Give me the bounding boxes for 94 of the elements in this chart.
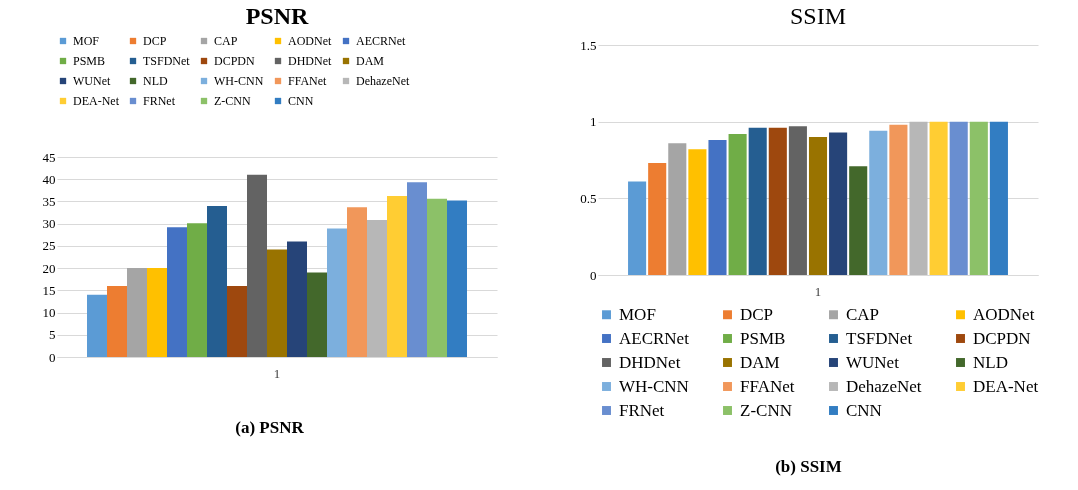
bar — [387, 196, 407, 357]
bar — [929, 121, 948, 275]
bar — [147, 268, 167, 357]
bar — [127, 268, 147, 357]
bar — [187, 223, 207, 357]
bar — [908, 121, 928, 275]
legend-label: FRNet — [143, 94, 176, 108]
chart-title: SSIM — [789, 3, 846, 29]
text: (a) PSNR — [235, 418, 304, 438]
bar — [949, 121, 968, 275]
legend-label: AECRNet — [618, 328, 689, 348]
y-tick-label: 20 — [42, 260, 56, 276]
y-tick-label: 40 — [42, 171, 56, 187]
y-tick-label: 5 — [49, 327, 56, 343]
legend-label: DAM — [356, 54, 385, 68]
legend-label: FFANet — [739, 376, 795, 396]
y-tick-label: 1.5 — [579, 37, 596, 53]
bar — [788, 126, 807, 275]
legend-label: CNN — [288, 94, 314, 108]
bar — [227, 285, 247, 357]
bar — [267, 249, 287, 357]
legend-label: MOF — [73, 34, 100, 48]
legend-label: FRNet — [618, 400, 665, 420]
bar — [868, 130, 887, 275]
bar — [828, 132, 847, 275]
chart-title: PSNR — [245, 3, 309, 29]
y-tick-label: 15 — [42, 282, 56, 298]
bar — [969, 121, 988, 275]
legend-label: WUNet — [845, 352, 899, 372]
legend-label: PSMB — [73, 54, 106, 68]
y-tick-label: 25 — [42, 238, 56, 254]
legend-label: NLD — [972, 352, 1008, 372]
legend-label: AODNet — [972, 304, 1035, 324]
text: (b) SSIM — [775, 457, 842, 477]
legend-label: CNN — [845, 400, 882, 420]
bar — [447, 200, 467, 357]
y-tick-label: 10 — [42, 305, 56, 321]
legend-label: DHDNet — [618, 352, 681, 372]
legend-label: DehazeNet — [356, 74, 410, 88]
legend-label: DehazeNet — [845, 376, 922, 396]
legend-label: DCP — [143, 34, 167, 48]
legend-label: TSFDNet — [143, 54, 191, 68]
bar — [307, 272, 327, 357]
bar — [407, 182, 427, 357]
bar — [989, 121, 1008, 275]
bar — [728, 133, 747, 275]
legend-label: CAP — [214, 34, 238, 48]
y-tick-label: 30 — [42, 216, 56, 232]
bar — [748, 127, 767, 275]
bar — [707, 140, 727, 275]
bar — [207, 205, 227, 357]
y-tick-label: 1 — [589, 114, 596, 130]
y-tick-label: 35 — [42, 193, 56, 209]
legend-label: DCPDN — [214, 54, 256, 68]
bar — [848, 166, 867, 275]
bar — [808, 137, 827, 275]
legend-label: CAP — [845, 304, 879, 324]
legend-label: PSMB — [739, 328, 785, 348]
legend-label: FFANet — [288, 74, 328, 88]
bar — [427, 198, 447, 357]
bar — [667, 143, 686, 275]
bar — [627, 181, 646, 275]
legend-label: Z-CNN — [739, 400, 792, 420]
bar — [888, 124, 907, 275]
y-tick-label: 0 — [589, 267, 596, 283]
legend-label: Z-CNN — [214, 94, 251, 108]
legend-label: MOF — [618, 304, 656, 324]
legend-label: NLD — [143, 74, 168, 88]
legend-label: DHDNet — [288, 54, 332, 68]
legend-label: AECRNet — [356, 34, 406, 48]
bar — [167, 227, 187, 357]
legend-label: DEA-Net — [73, 94, 120, 108]
bar — [87, 294, 107, 357]
legend-label: DAM — [739, 352, 780, 372]
bar — [647, 163, 666, 275]
legend-label: TSFDNet — [845, 328, 912, 348]
bar — [367, 220, 387, 357]
bar — [327, 228, 347, 357]
y-tick-label: 0 — [49, 349, 56, 365]
bar — [247, 174, 267, 357]
bar — [347, 207, 367, 357]
bar — [768, 127, 787, 275]
legend-label: WH-CNN — [618, 376, 689, 396]
legend-label: DCP — [739, 304, 773, 324]
y-tick-label: 45 — [42, 149, 56, 165]
legend-label: DEA-Net — [972, 376, 1038, 396]
y-tick-label: 0.5 — [579, 190, 596, 206]
bar — [107, 285, 127, 357]
legend-label: AODNet — [288, 34, 332, 48]
bar — [287, 241, 307, 357]
bar — [687, 149, 706, 275]
legend-label: WUNet — [73, 74, 111, 88]
legend-label: DCPDN — [972, 328, 1031, 348]
legend-label: WH-CNN — [214, 74, 264, 88]
